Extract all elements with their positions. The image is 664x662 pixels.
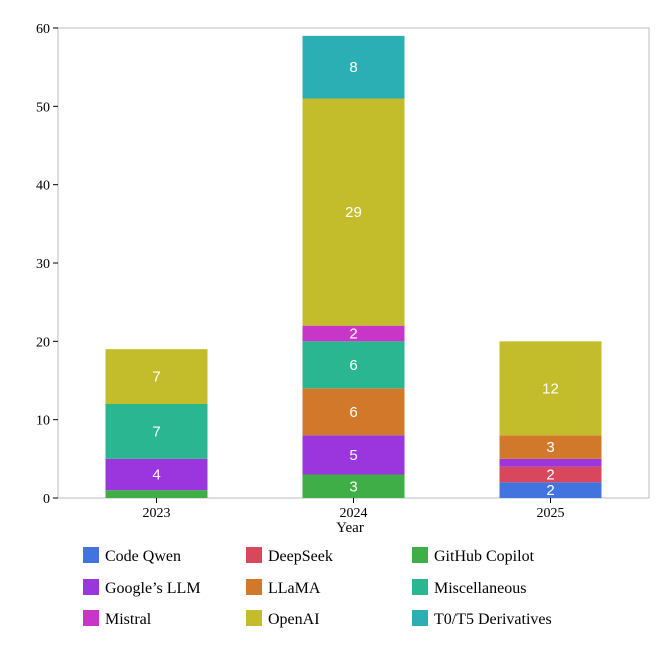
x-tick-label: 2024 bbox=[340, 506, 368, 521]
y-tick-label: 40 bbox=[36, 179, 50, 194]
legend-label: Mistral bbox=[105, 611, 152, 628]
bar-segment bbox=[499, 341, 602, 436]
legend-item: OpenAI bbox=[246, 610, 320, 628]
x-tick-label: 2025 bbox=[537, 506, 565, 521]
legend-label: OpenAI bbox=[268, 611, 320, 628]
bar-data-label: 4 bbox=[152, 467, 160, 484]
bar-data-label: 12 bbox=[542, 380, 559, 397]
bar-segment bbox=[105, 404, 208, 459]
legend-swatch bbox=[246, 547, 262, 563]
legend-label: Code Qwen bbox=[105, 548, 181, 565]
bar-data-label: 8 bbox=[349, 59, 357, 76]
bar-data-label: 3 bbox=[349, 478, 357, 495]
y-tick-label: 10 bbox=[36, 414, 50, 429]
legend-item: GitHub Copilot bbox=[412, 547, 535, 565]
y-tick-label: 20 bbox=[36, 335, 50, 350]
x-axis: 2023 2024 2025 bbox=[143, 498, 565, 521]
bar-data-label: 2 bbox=[546, 482, 554, 499]
bar-data-label: 7 bbox=[152, 423, 160, 440]
bar-segment bbox=[499, 482, 602, 498]
x-axis-title: Year bbox=[336, 520, 364, 536]
bar-segment bbox=[499, 435, 602, 459]
legend-item: T0/T5 Derivatives bbox=[412, 610, 552, 628]
bar-segment bbox=[302, 325, 405, 342]
legend-label: GitHub Copilot bbox=[434, 548, 535, 565]
bar-data-label: 6 bbox=[349, 404, 357, 421]
legend-swatch bbox=[412, 610, 428, 626]
y-tick-label: 50 bbox=[36, 100, 50, 115]
legend-label: Miscellaneous bbox=[434, 580, 526, 597]
bar-data-label: 29 bbox=[345, 204, 362, 221]
bar-data-label: 7 bbox=[152, 369, 160, 386]
y-axis: 0 10 20 30 40 50 60 bbox=[36, 22, 58, 507]
legend-item: LLaMA bbox=[246, 579, 321, 597]
legend-swatch bbox=[83, 610, 99, 626]
bar-data-label: 5 bbox=[349, 447, 357, 464]
bar-segment bbox=[302, 474, 405, 498]
legend-swatch bbox=[83, 579, 99, 595]
y-tick-label: 60 bbox=[36, 22, 50, 37]
bar-data-label: 6 bbox=[349, 357, 357, 374]
y-tick-label: 0 bbox=[43, 492, 50, 507]
bar-segment bbox=[499, 466, 602, 483]
legend-item: DeepSeek bbox=[246, 547, 333, 565]
bar-segment bbox=[105, 490, 208, 498]
bar-segment bbox=[302, 35, 405, 99]
legend-swatch bbox=[246, 579, 262, 595]
legend-label: DeepSeek bbox=[268, 548, 333, 565]
bar-segment bbox=[302, 435, 405, 475]
legend-swatch bbox=[412, 547, 428, 563]
legend-item: Google’s LLM bbox=[83, 579, 201, 597]
bar-segment bbox=[105, 349, 208, 404]
legend-swatch bbox=[412, 579, 428, 595]
bar-segment bbox=[105, 458, 208, 491]
x-tick-label: 2023 bbox=[143, 506, 171, 521]
legend-item: Mistral bbox=[83, 610, 152, 628]
bar-data-label: 2 bbox=[349, 326, 357, 343]
legend-label: LLaMA bbox=[268, 580, 321, 597]
legend-swatch bbox=[246, 610, 262, 626]
legend-label: T0/T5 Derivatives bbox=[434, 611, 552, 628]
legend: Code Qwen DeepSeek GitHub Copilot Google’s … bbox=[83, 547, 552, 628]
legend-swatch bbox=[83, 547, 99, 563]
legend-item: Code Qwen bbox=[83, 547, 181, 565]
bar-data-label: 3 bbox=[546, 439, 554, 456]
y-tick-label: 30 bbox=[36, 257, 50, 272]
bar-data-label: 2 bbox=[546, 467, 554, 484]
bar-segment bbox=[499, 458, 602, 467]
legend-label: Google’s LLM bbox=[105, 580, 201, 597]
bar-segment bbox=[302, 98, 405, 326]
bar-segment bbox=[302, 341, 405, 389]
bar-segment bbox=[302, 388, 405, 436]
legend-item: Miscellaneous bbox=[412, 579, 526, 597]
